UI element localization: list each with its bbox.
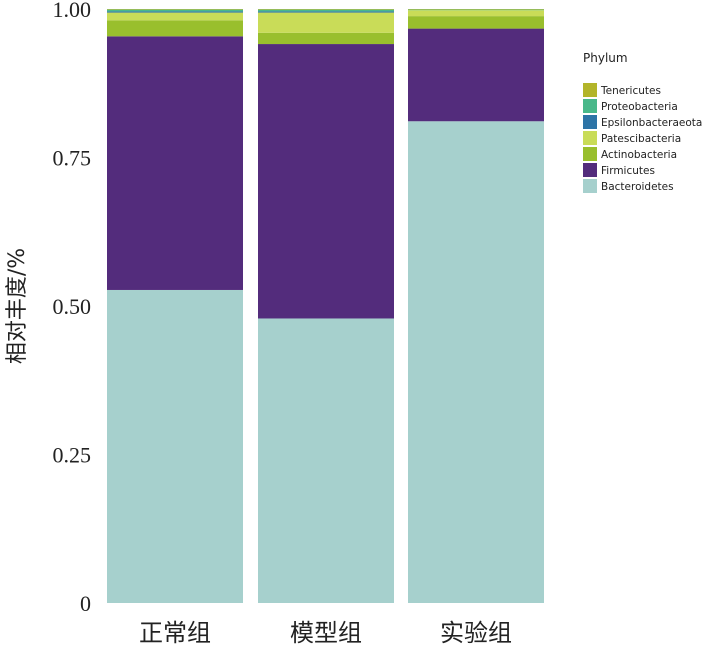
- y-axis-label: 相对丰度/%: [5, 248, 30, 364]
- bar-segment-bacteroidetes: [258, 318, 394, 603]
- legend-swatch: [583, 163, 597, 177]
- y-tick-label: 0.50: [53, 294, 92, 319]
- legend-items: Tenericutes Proteobacteria Epsilonbacterae…: [583, 83, 702, 193]
- legend: Phylum Tenericutes Proteobacteria Epsilonb…: [583, 51, 702, 193]
- bar-segment-firmicutes: [408, 28, 544, 122]
- y-axis-label-group: 相对丰度/%: [5, 248, 30, 364]
- bar-segment-patescibacteria: [258, 12, 394, 33]
- legend-swatch: [583, 99, 597, 113]
- y-tick-label: 0: [80, 591, 91, 616]
- legend-label: Proteobacteria: [601, 101, 678, 113]
- legend-label: Patescibacteria: [601, 133, 681, 145]
- bar-segment-proteobacteria: [408, 9, 544, 11]
- bar-segment-bacteroidetes: [408, 121, 544, 604]
- bar-segment-epsilonbacteraeota: [258, 11, 394, 13]
- bar-segment-actinobacteria: [408, 16, 544, 29]
- y-axis-ticks: 0 0.25 0.50 0.75 1.00: [53, 0, 92, 616]
- x-axis-labels: 正常组 模型组 实验组: [139, 619, 512, 645]
- bar-segment-epsilonbacteraeota: [107, 11, 243, 13]
- bar-segment-firmicutes: [258, 44, 394, 319]
- legend-swatch: [583, 115, 597, 129]
- legend-label: Actinobacteria: [601, 149, 677, 161]
- bar-segment-firmicutes: [107, 36, 243, 290]
- bar-segment-actinobacteria: [258, 32, 394, 45]
- legend-label: Firmicutes: [601, 165, 655, 177]
- y-tick-label: 0.75: [53, 146, 92, 171]
- legend-label: Tenericutes: [600, 85, 661, 97]
- legend-title: Phylum: [583, 51, 628, 65]
- bar-segment-tenericutes: [408, 9, 544, 10]
- y-tick-label: 0.25: [53, 443, 92, 468]
- bar-segment-actinobacteria: [107, 20, 243, 37]
- legend-swatch: [583, 179, 597, 193]
- legend-label: Epsilonbacteraeota: [601, 117, 702, 129]
- bar-segment-tenericutes: [258, 9, 394, 10]
- legend-swatch: [583, 83, 597, 97]
- bar-segment-proteobacteria: [258, 9, 394, 12]
- bar-segment-patescibacteria: [408, 10, 544, 17]
- x-category-label: 模型组: [290, 619, 362, 645]
- legend-swatch: [583, 131, 597, 145]
- legend-label: Bacteroidetes: [601, 181, 674, 193]
- bars: [107, 9, 544, 604]
- bar-segment-bacteroidetes: [107, 289, 243, 603]
- bar-segment-patescibacteria: [107, 12, 243, 21]
- bar-segment-proteobacteria: [107, 9, 243, 12]
- legend-swatch: [583, 147, 597, 161]
- x-category-label: 实验组: [440, 619, 512, 645]
- y-tick-label: 1.00: [53, 0, 92, 22]
- x-category-label: 正常组: [139, 619, 211, 645]
- bar-segment-tenericutes: [107, 9, 243, 10]
